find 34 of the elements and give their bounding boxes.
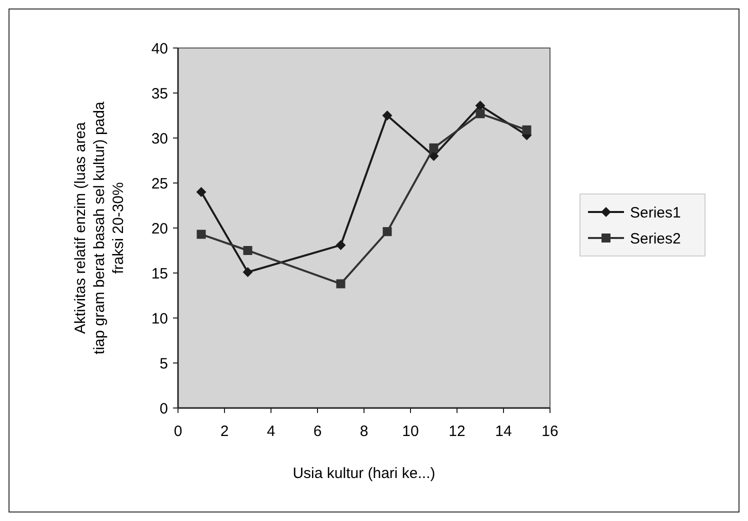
x-tick-label: 0 xyxy=(174,423,182,440)
point xyxy=(522,125,532,134)
y-tick-label: 0 xyxy=(160,400,168,418)
y-tick-label: 30 xyxy=(151,130,168,148)
y-tick-label: 10 xyxy=(151,310,168,328)
y-tick-label: 35 xyxy=(151,85,168,102)
point xyxy=(196,187,206,197)
y-tick-label: 15 xyxy=(151,265,168,282)
point xyxy=(196,230,206,239)
x-tick-label: 10 xyxy=(402,423,419,440)
point xyxy=(382,227,392,236)
y-tick-label: 40 xyxy=(151,40,168,58)
y-tick-label: 25 xyxy=(151,175,168,192)
x-tick-label: 6 xyxy=(313,423,322,440)
x-tick-label: 12 xyxy=(448,423,466,440)
x-tick-label: 14 xyxy=(495,423,512,440)
point xyxy=(429,143,438,152)
point xyxy=(476,109,485,118)
y-axis-title: Aktivitas relatif enzim (luas area tiap gram berat basah sel kultur) pada fraksi 20-30% xyxy=(72,101,127,354)
point xyxy=(242,267,253,278)
x-tick-label: 2 xyxy=(220,423,229,440)
legend-label: Series2 xyxy=(630,230,681,248)
y-tick-label: 20 xyxy=(151,220,168,238)
point xyxy=(382,110,392,120)
x-tick-label: 16 xyxy=(542,423,558,440)
point xyxy=(243,246,252,255)
point xyxy=(336,240,346,250)
point xyxy=(475,100,486,111)
x-axis-title: Usia kultur (hari ke...) xyxy=(292,465,436,482)
x-tick-label: 4 xyxy=(266,423,276,440)
x-tick-label: 8 xyxy=(360,423,368,440)
point xyxy=(336,279,346,288)
y-tick-label: 5 xyxy=(160,355,168,372)
legend-label: Series1 xyxy=(630,204,681,222)
